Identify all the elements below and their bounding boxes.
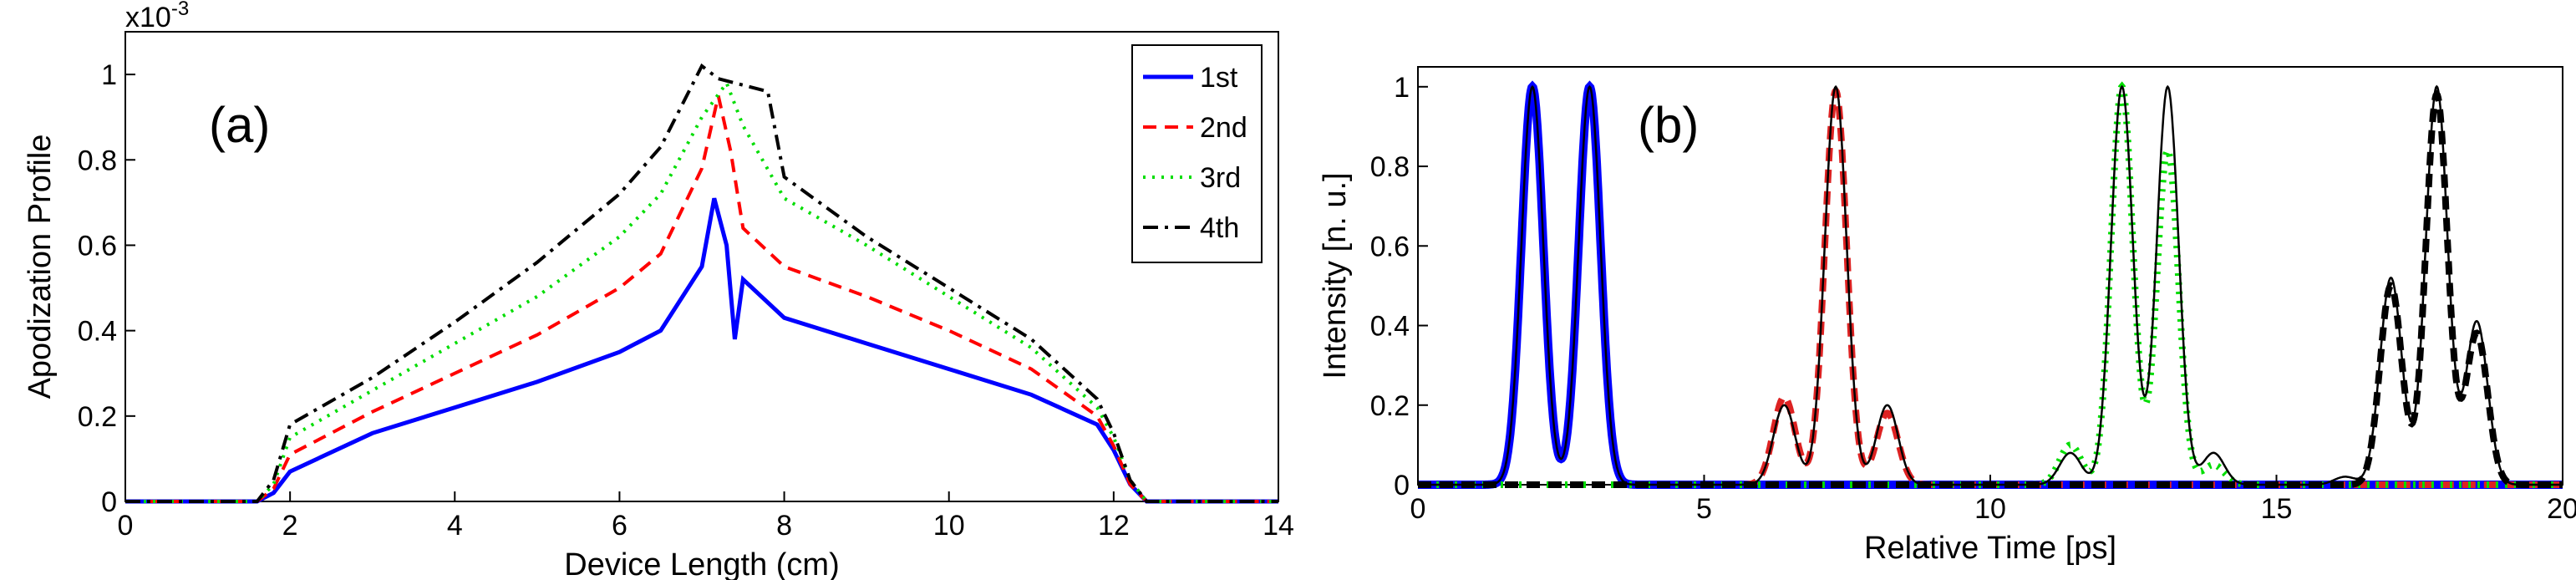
panel-a-y-ticks: 0 0.2 0.4 0.6 0.8 1: [78, 59, 135, 518]
y-tick-label: 0.8: [1370, 151, 1410, 183]
panel-a-x-ticks: 0 2 4 6 8 10 12 14: [118, 491, 1294, 542]
x-tick-label: 12: [1098, 510, 1130, 542]
y-tick-label: 0.4: [1370, 311, 1410, 343]
y-tick-label: 0.4: [78, 316, 117, 348]
x-tick-label: 14: [1263, 510, 1294, 542]
x-tick-label: 0: [1410, 493, 1426, 525]
panel-b-plot-frame: [1417, 66, 2563, 486]
x-tick-label: 10: [1974, 493, 2006, 525]
x-tick-label: 4: [447, 510, 463, 542]
y-tick-label: 0.8: [78, 145, 117, 176]
y-tick-label: 1: [101, 59, 117, 91]
legend-label-4th: 4th: [1200, 212, 1239, 244]
y-tick-label: 0.2: [78, 401, 117, 433]
y-tick-label: 0: [101, 486, 117, 518]
x-tick-label: 0: [118, 510, 134, 542]
legend-label-2nd: 2nd: [1200, 112, 1247, 144]
y-tick-label: 0.2: [1370, 390, 1410, 422]
series-line-2nd: [125, 95, 1278, 503]
panel-b-chart: 0 5 10 15 20 0 0.2 0.4 0.6 0.8 1 Relative Time [p…: [1318, 66, 2576, 566]
y-tick-label: 0: [1394, 470, 1410, 501]
x-tick-label: 20: [2547, 493, 2576, 525]
panel-b-y-axis-label: Intensity [n. u.]: [1318, 172, 1353, 379]
panel-b-curves: [1418, 80, 2563, 489]
legend-label-3rd: 3rd: [1200, 162, 1241, 194]
x-tick-label: 15: [2261, 493, 2293, 525]
x-tick-label: 5: [1696, 493, 1712, 525]
panel-a-y-axis-label: Apodization Profile: [23, 135, 58, 399]
panel-a-y-multiplier: x10-3: [125, 0, 189, 33]
series-line-4th: [1418, 89, 2563, 488]
panel-b-x-axis-label: Relative Time [ps]: [1864, 531, 2116, 566]
series-line-1st: [125, 197, 1278, 504]
legend-label-1st: 1st: [1200, 62, 1238, 94]
x-tick-label: 10: [933, 510, 965, 542]
y-tick-label: 0.6: [1370, 231, 1410, 262]
series-line-4th: [125, 63, 1278, 503]
y-tick-label: 1: [1394, 72, 1410, 104]
y-tick-label: 0.6: [78, 230, 117, 262]
panel-b-x-ticks: 0 5 10 15 20: [1410, 475, 2576, 525]
panel-a-curves: [125, 63, 1278, 504]
x-tick-label: 8: [776, 510, 792, 542]
panel-a-legend: 1st 2nd 3rd 4th: [1131, 44, 1263, 263]
panel-a-label: (a): [209, 97, 270, 153]
panel-a-chart: 0 2 4 6 8 10 12 14 0 0.2 0.4 0.6 0.8 1 Device Length…: [23, 0, 1294, 580]
panel-b-label: (b): [1638, 97, 1699, 153]
panel-b-y-ticks: 0 0.2 0.4 0.6 0.8 1: [1370, 72, 1428, 501]
x-tick-label: 6: [612, 510, 627, 542]
panel-a-plot-frame: [124, 31, 1279, 502]
x-tick-label: 2: [282, 510, 298, 542]
panel-a-x-axis-label: Device Length (cm): [564, 547, 839, 580]
